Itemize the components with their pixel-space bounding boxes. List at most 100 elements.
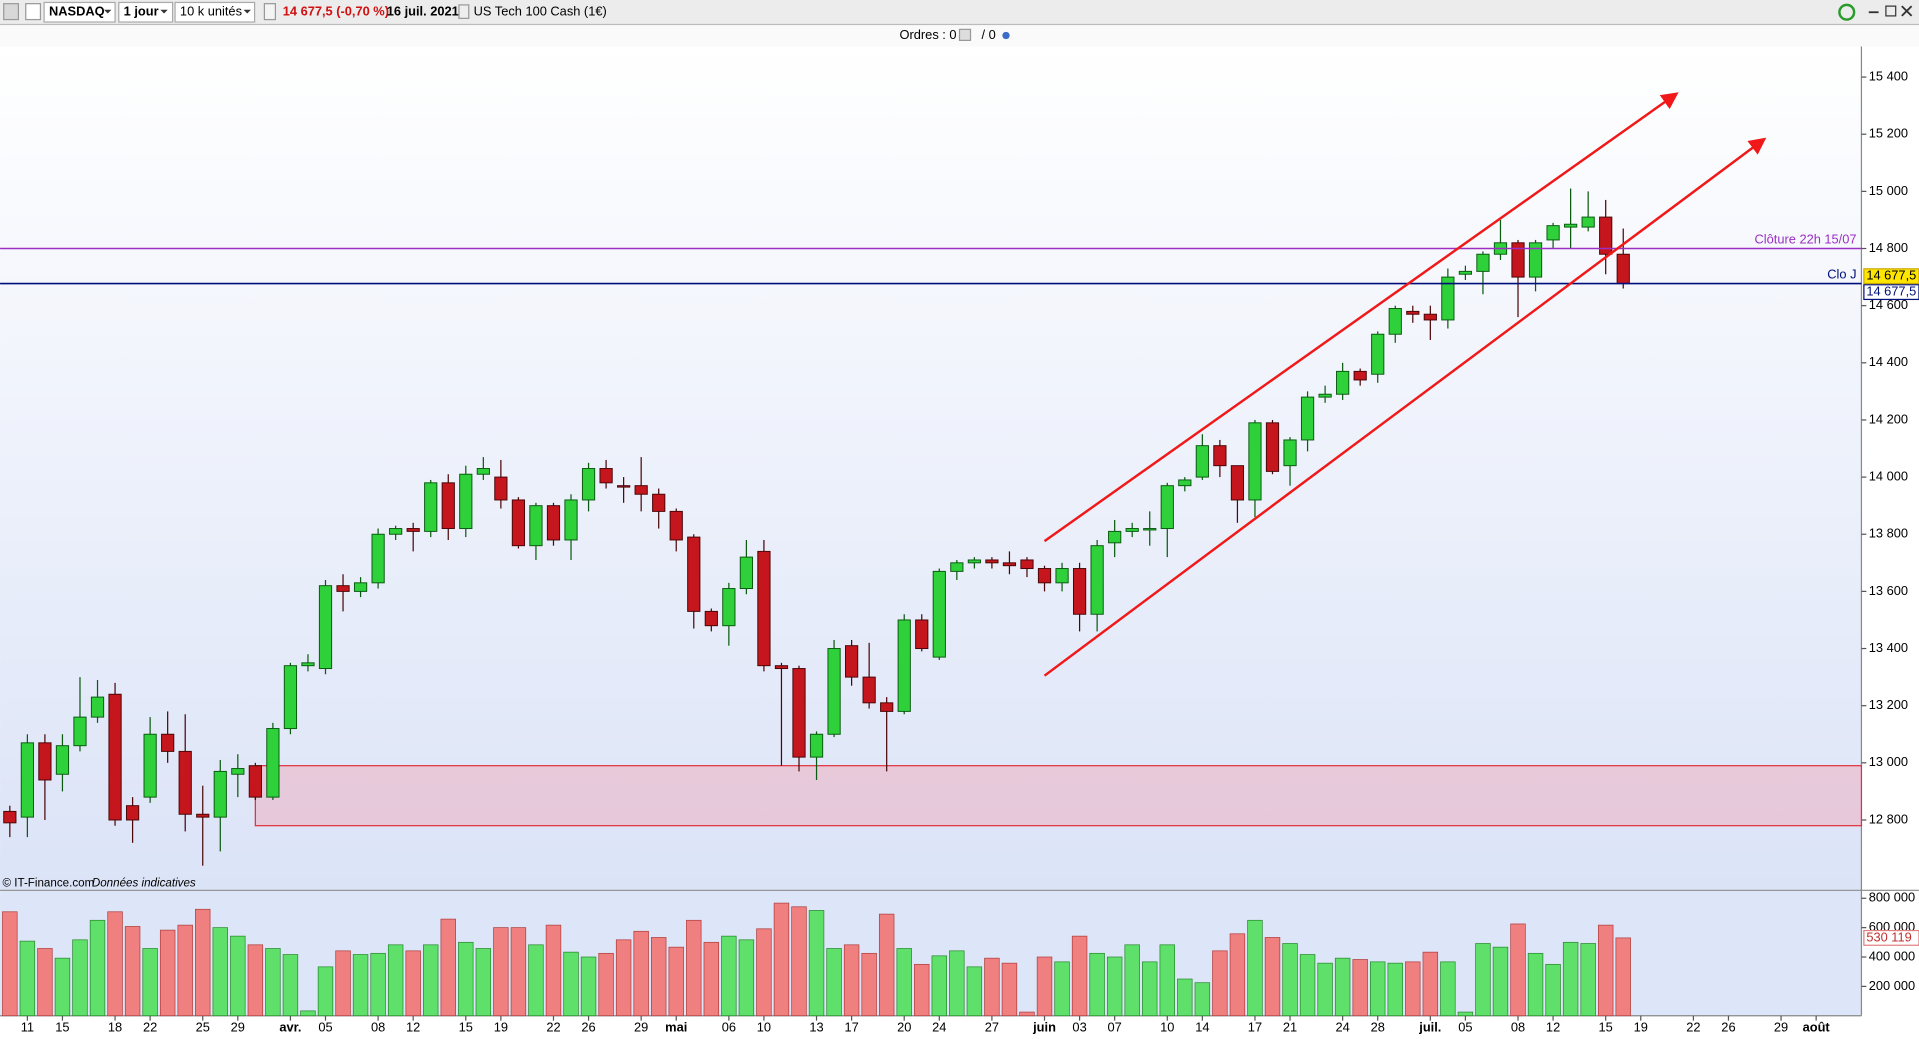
symbol: NASDAQ — [49, 4, 105, 19]
volume-bar — [826, 948, 842, 1017]
candle-body — [546, 505, 561, 541]
close-button[interactable] — [1901, 5, 1913, 17]
size-select[interactable] — [174, 1, 256, 23]
candle-body — [55, 745, 70, 775]
volume-bar — [1124, 944, 1140, 1017]
volume-bar — [1457, 1011, 1474, 1017]
checkbox[interactable] — [25, 3, 42, 21]
candle-body — [985, 559, 999, 564]
line-badge: 14 677,5 — [1866, 283, 1916, 298]
quote: 14 677,5 (-0,70 %) — [283, 4, 389, 19]
symbol-select[interactable] — [43, 1, 116, 23]
x-tick-label: 15 — [459, 1019, 473, 1034]
x-tick-label: 14 — [1195, 1019, 1209, 1034]
x-tick-label: 17 — [844, 1019, 858, 1034]
x-tick-label: 19 — [1634, 1019, 1648, 1034]
volume-bar — [195, 908, 211, 1017]
period-select[interactable] — [118, 1, 174, 23]
y-tick-label: 400 000 — [1869, 948, 1915, 963]
candle-body — [1511, 242, 1525, 278]
volume-bar — [843, 944, 860, 1017]
candle-body — [774, 665, 789, 670]
x-tick-label: 05 — [1458, 1019, 1472, 1034]
icon — [1002, 31, 1010, 40]
candle-body — [845, 645, 859, 678]
candle-body — [371, 533, 385, 584]
volume-bar — [300, 1010, 316, 1017]
candle-body — [125, 805, 140, 821]
y-tick-label: 15 000 — [1869, 183, 1908, 198]
candle-body — [1371, 333, 1385, 375]
candle-body — [1318, 393, 1332, 398]
candle-body — [161, 733, 175, 752]
volume-bar — [1580, 943, 1596, 1017]
candle-body — [1002, 562, 1017, 567]
volume-bar — [89, 919, 106, 1017]
volume-bar — [475, 948, 492, 1017]
candle-body — [880, 702, 894, 712]
y-tick-label: 200 000 — [1869, 978, 1915, 993]
volume-bar — [177, 924, 193, 1017]
volume-bar — [721, 935, 737, 1017]
volume-bar — [615, 939, 632, 1017]
candle-body — [1178, 479, 1192, 487]
x-tick-label: 11 — [21, 1019, 34, 1034]
candle-body — [652, 493, 666, 512]
candle-body — [318, 585, 333, 670]
volume-bar — [528, 944, 544, 1017]
y-tick-label: 12 800 — [1869, 811, 1908, 826]
volume-bar — [282, 954, 299, 1017]
volume-bar — [580, 956, 597, 1017]
x-tick-label: juin — [1032, 1019, 1056, 1034]
x-tick-label: 24 — [932, 1019, 946, 1034]
x-tick-label: 17 — [1248, 1019, 1262, 1034]
x-tick-label: 29 — [231, 1019, 245, 1034]
volume-bar — [738, 939, 755, 1017]
volume-bar — [1142, 961, 1158, 1017]
x-tick-label: 10 — [1160, 1019, 1174, 1034]
x-axis — [0, 1015, 1919, 1039]
candle-body — [1616, 253, 1630, 285]
zone — [254, 765, 1863, 827]
candle-body — [1125, 528, 1139, 532]
x-tick-label: 03 — [1072, 1019, 1086, 1034]
volume-bar — [72, 939, 88, 1017]
x-tick-label: mai — [665, 1019, 687, 1034]
volume-bar — [440, 918, 456, 1017]
candle-body — [564, 499, 578, 541]
horizontal-line-label: Clo J — [1827, 266, 1856, 281]
refresh-button[interactable] — [1838, 3, 1856, 21]
volume-bar — [1071, 935, 1088, 1017]
candle-body — [950, 562, 964, 572]
volume-bar — [124, 926, 141, 1017]
volume-bar — [1422, 951, 1439, 1017]
volume-bar — [142, 948, 158, 1017]
volume-bar — [54, 957, 71, 1017]
price-pane — [0, 46, 1862, 890]
candle-body — [1020, 559, 1034, 570]
volume-bar — [1001, 962, 1018, 1017]
volume-bar — [1299, 954, 1316, 1017]
maximize-button[interactable] — [1885, 5, 1897, 17]
candle-body — [739, 556, 753, 590]
candle-body — [722, 588, 736, 627]
candle-body — [1599, 216, 1613, 255]
volume-bar — [949, 950, 965, 1017]
candle-body — [406, 528, 420, 532]
x-tick-label: 10 — [757, 1019, 771, 1034]
x-tick-label: 13 — [809, 1019, 823, 1034]
candle-body — [3, 810, 17, 824]
y-tick-label: 14 000 — [1869, 468, 1908, 483]
candle-body — [143, 733, 157, 798]
menu-button[interactable] — [3, 3, 20, 21]
copyright: © IT-Finance.com — [2, 877, 94, 890]
x-tick-label: 29 — [634, 1019, 648, 1034]
volume-bar — [510, 927, 527, 1017]
candle-body — [248, 765, 262, 798]
candle-body — [915, 619, 929, 650]
candle-body — [617, 485, 631, 488]
volume-bar — [598, 952, 614, 1017]
candle-body — [494, 476, 508, 501]
x-tick-label: 22 — [546, 1019, 560, 1034]
right-axis — [1861, 46, 1919, 1016]
